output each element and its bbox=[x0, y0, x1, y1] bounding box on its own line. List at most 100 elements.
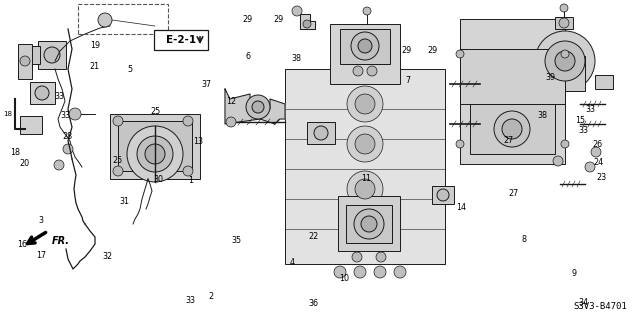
Circle shape bbox=[374, 266, 386, 278]
Circle shape bbox=[555, 51, 575, 71]
Circle shape bbox=[553, 156, 563, 166]
Circle shape bbox=[314, 126, 328, 140]
Circle shape bbox=[98, 13, 112, 27]
Text: 26: 26 bbox=[593, 140, 603, 149]
Bar bbox=[338, 196, 400, 251]
Text: 5: 5 bbox=[127, 65, 132, 74]
Bar bbox=[432, 186, 454, 204]
Text: 15: 15 bbox=[575, 116, 586, 125]
Circle shape bbox=[361, 216, 377, 232]
Text: 33: 33 bbox=[61, 111, 71, 120]
Text: 20: 20 bbox=[19, 159, 29, 168]
Circle shape bbox=[347, 86, 383, 122]
Circle shape bbox=[353, 66, 363, 76]
Bar bbox=[28, 46, 40, 64]
Text: 29: 29 bbox=[401, 46, 412, 55]
Text: 10: 10 bbox=[339, 274, 349, 283]
Text: 4: 4 bbox=[289, 258, 294, 267]
Text: 25: 25 bbox=[150, 107, 161, 115]
Text: 19: 19 bbox=[90, 41, 100, 50]
Text: 13: 13 bbox=[193, 137, 204, 146]
Circle shape bbox=[303, 20, 311, 28]
Bar bbox=[118, 121, 192, 171]
Text: 38: 38 bbox=[537, 111, 547, 120]
Text: 24: 24 bbox=[593, 158, 604, 167]
Text: 22: 22 bbox=[308, 232, 319, 241]
Text: 17: 17 bbox=[36, 251, 47, 260]
Text: 35: 35 bbox=[232, 236, 242, 245]
Circle shape bbox=[145, 144, 165, 164]
Circle shape bbox=[494, 111, 530, 147]
Bar bbox=[545, 56, 585, 91]
Text: 2: 2 bbox=[209, 292, 214, 300]
Text: 18: 18 bbox=[3, 111, 12, 117]
Circle shape bbox=[334, 266, 346, 278]
Bar bbox=[18, 44, 32, 79]
Text: 11: 11 bbox=[361, 174, 371, 183]
Text: S3V3-B4701: S3V3-B4701 bbox=[573, 302, 627, 311]
Text: 33: 33 bbox=[579, 126, 589, 135]
Bar bbox=[78, 4, 168, 34]
Text: 14: 14 bbox=[456, 204, 466, 212]
Bar bbox=[20, 116, 42, 134]
Circle shape bbox=[367, 66, 377, 76]
Circle shape bbox=[113, 166, 123, 176]
Circle shape bbox=[456, 140, 464, 148]
Circle shape bbox=[69, 108, 81, 120]
Circle shape bbox=[559, 18, 569, 28]
Circle shape bbox=[355, 179, 375, 199]
Circle shape bbox=[127, 126, 183, 182]
Text: 32: 32 bbox=[102, 252, 113, 261]
Bar bbox=[110, 114, 200, 179]
Circle shape bbox=[585, 162, 595, 172]
Text: 8: 8 bbox=[521, 235, 526, 244]
Text: 27: 27 bbox=[508, 189, 518, 198]
Bar bbox=[555, 17, 573, 29]
Circle shape bbox=[355, 134, 375, 154]
Text: 27: 27 bbox=[504, 137, 514, 145]
Text: 3: 3 bbox=[38, 216, 44, 225]
Circle shape bbox=[355, 219, 375, 239]
Text: 21: 21 bbox=[90, 63, 100, 71]
Bar bbox=[595, 75, 613, 89]
Circle shape bbox=[502, 119, 522, 139]
Circle shape bbox=[394, 266, 406, 278]
Circle shape bbox=[456, 50, 464, 58]
Text: 34: 34 bbox=[579, 298, 589, 307]
Text: 25: 25 bbox=[112, 156, 122, 165]
Circle shape bbox=[351, 32, 379, 60]
Text: FR.: FR. bbox=[52, 236, 70, 246]
Text: 18: 18 bbox=[10, 148, 20, 157]
Circle shape bbox=[44, 47, 60, 63]
Circle shape bbox=[354, 209, 384, 239]
Bar bbox=[330, 24, 400, 84]
Circle shape bbox=[226, 117, 236, 127]
Text: 38: 38 bbox=[291, 54, 301, 63]
Circle shape bbox=[347, 126, 383, 162]
Circle shape bbox=[246, 95, 270, 119]
Circle shape bbox=[358, 39, 372, 53]
Circle shape bbox=[354, 266, 366, 278]
Bar bbox=[307, 122, 335, 144]
Text: 37: 37 bbox=[202, 80, 212, 89]
Text: 29: 29 bbox=[273, 15, 284, 24]
Bar bbox=[340, 29, 390, 64]
Circle shape bbox=[591, 147, 601, 157]
Circle shape bbox=[20, 56, 30, 66]
Text: 6: 6 bbox=[246, 52, 251, 61]
Text: 16: 16 bbox=[17, 240, 28, 249]
Circle shape bbox=[252, 101, 264, 113]
Text: 31: 31 bbox=[120, 197, 130, 206]
Circle shape bbox=[137, 136, 173, 172]
Circle shape bbox=[376, 252, 386, 262]
Bar bbox=[38, 41, 66, 69]
Text: 23: 23 bbox=[596, 173, 607, 182]
Circle shape bbox=[63, 144, 73, 154]
Text: 33: 33 bbox=[585, 105, 595, 114]
Text: 7: 7 bbox=[405, 76, 410, 85]
Circle shape bbox=[347, 211, 383, 247]
Text: 33: 33 bbox=[185, 296, 195, 305]
Bar bbox=[285, 69, 445, 264]
Polygon shape bbox=[225, 89, 285, 124]
Circle shape bbox=[355, 94, 375, 114]
